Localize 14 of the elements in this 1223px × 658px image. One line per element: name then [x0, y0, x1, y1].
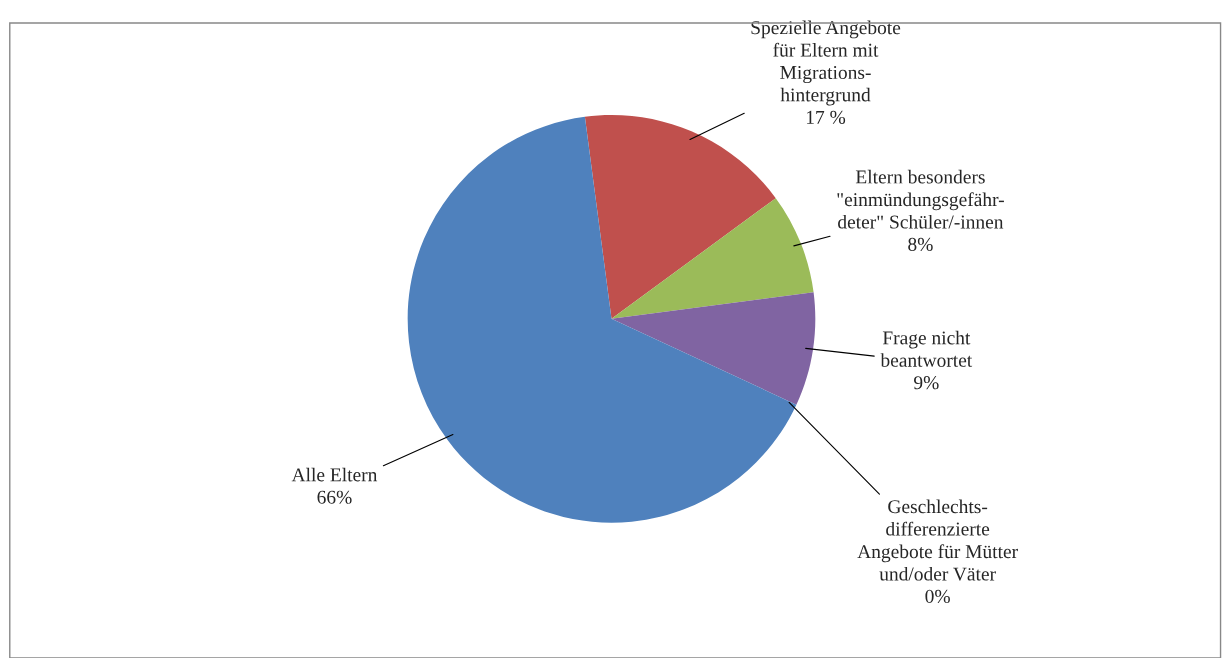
data-label: 9%: [914, 376, 939, 390]
pie-slice: [584, 114, 776, 319]
pie-slice: [611, 198, 814, 319]
data-label: 17 %: [806, 110, 846, 124]
slice-label: Eltern besonders "einmündungsgefähr- deter" Schüler/-innen: [837, 169, 1004, 229]
slice-label: Spezielle Angebote für Eltern mit Migrations- hintergrund: [751, 20, 901, 106]
text: 0%: [925, 589, 950, 604]
data-label: 66%: [317, 490, 352, 504]
pie-slice: [407, 116, 797, 523]
data-label: 8%: [908, 237, 933, 251]
pie-slice: [611, 292, 816, 405]
slice-label: Frage nicht beantwortet: [880, 330, 973, 367]
slice-label: Alle Eltern: [291, 467, 378, 482]
category-label: Geschlechts- differenzierte Angebote für Mütter und/oder Väter: [857, 499, 1018, 581]
